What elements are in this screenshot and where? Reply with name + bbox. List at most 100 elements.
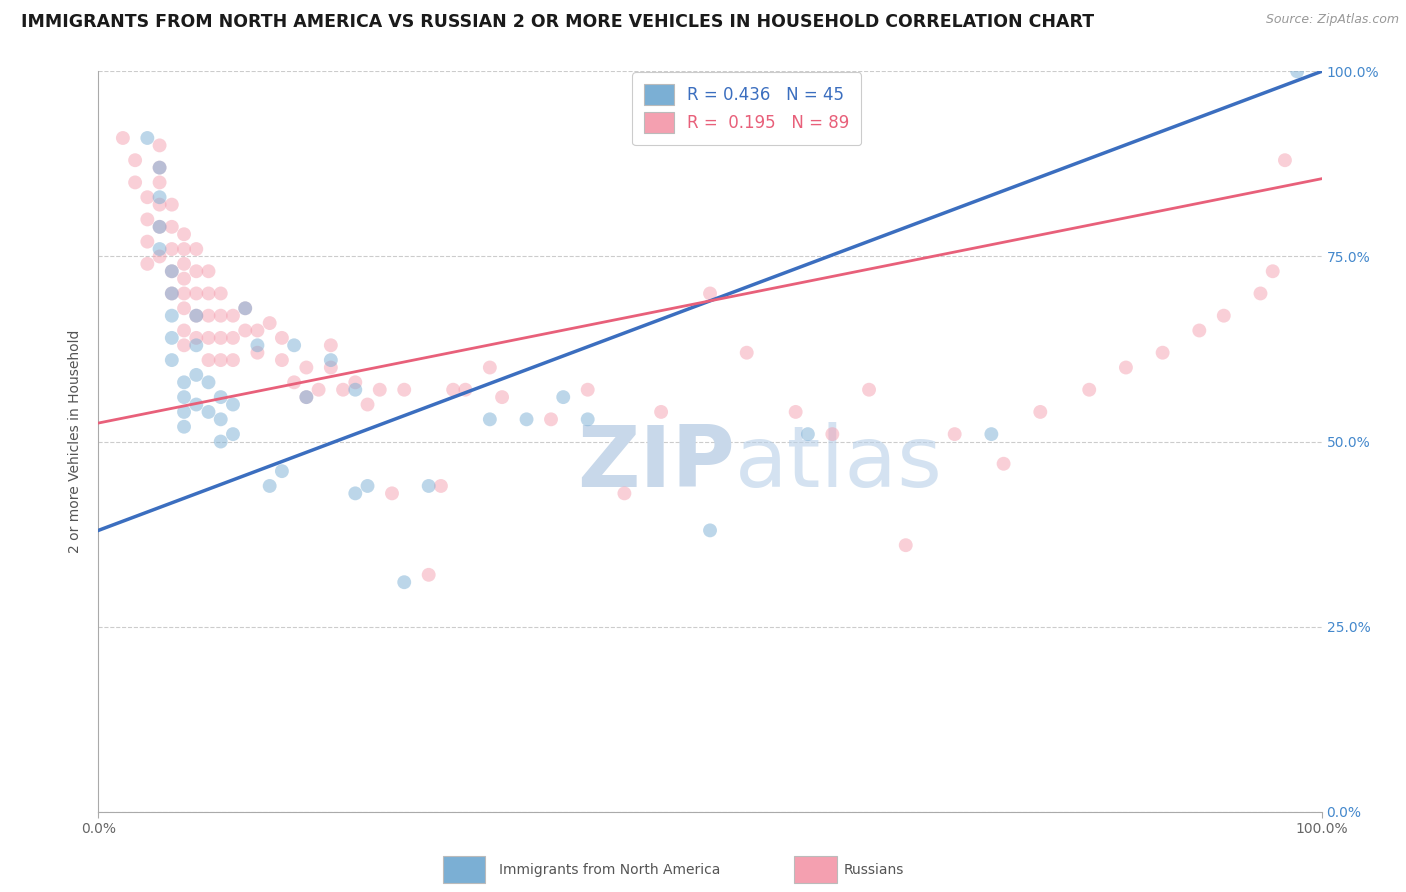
Point <box>186 331 208 345</box>
Point <box>344 376 367 390</box>
Point <box>222 331 245 345</box>
Point <box>222 427 245 442</box>
Point <box>553 390 575 404</box>
Point <box>576 412 599 426</box>
Point <box>209 412 232 426</box>
Point <box>136 257 159 271</box>
Point <box>186 286 208 301</box>
Point <box>308 383 330 397</box>
Point <box>222 397 245 411</box>
Point <box>197 353 219 368</box>
Point <box>197 331 219 345</box>
Point <box>173 286 195 301</box>
Point <box>270 331 294 345</box>
Point <box>735 345 758 359</box>
Point <box>246 345 269 359</box>
Point <box>197 376 219 390</box>
Point <box>295 390 318 404</box>
Point <box>576 383 599 397</box>
Point <box>149 161 172 175</box>
Point <box>1115 360 1137 375</box>
Point <box>797 427 820 442</box>
Point <box>197 264 219 278</box>
Point <box>344 383 367 397</box>
Point <box>259 316 281 330</box>
Point <box>454 383 477 397</box>
Point <box>149 242 172 256</box>
Point <box>186 309 208 323</box>
Point <box>319 360 342 375</box>
Point <box>124 175 146 190</box>
Point <box>785 405 807 419</box>
Point <box>233 301 256 316</box>
Point <box>160 197 183 211</box>
Point <box>209 286 232 301</box>
Y-axis label: 2 or more Vehicles in Household: 2 or more Vehicles in Household <box>69 330 83 553</box>
Point <box>650 405 672 419</box>
Point <box>1078 383 1101 397</box>
Point <box>246 324 269 338</box>
Point <box>160 264 183 278</box>
Point <box>173 324 195 338</box>
Point <box>478 412 501 426</box>
Point <box>368 383 391 397</box>
Point <box>222 353 245 368</box>
Point <box>515 412 537 426</box>
Point <box>160 286 183 301</box>
Point <box>381 486 404 500</box>
Point <box>270 464 294 478</box>
Point <box>173 405 195 419</box>
Point <box>160 242 183 256</box>
Point <box>283 376 305 390</box>
Point <box>149 197 172 211</box>
Point <box>356 479 378 493</box>
Point <box>1274 153 1296 168</box>
Point <box>186 309 208 323</box>
Point <box>209 353 232 368</box>
Point <box>173 390 195 404</box>
Point <box>319 338 342 352</box>
Point <box>993 457 1015 471</box>
Text: IMMIGRANTS FROM NORTH AMERICA VS RUSSIAN 2 OR MORE VEHICLES IN HOUSEHOLD CORRELA: IMMIGRANTS FROM NORTH AMERICA VS RUSSIAN… <box>21 13 1094 31</box>
Point <box>186 338 208 352</box>
Point <box>149 219 172 234</box>
Point <box>173 338 195 352</box>
Text: ZIP: ZIP <box>576 422 734 505</box>
Point <box>197 405 219 419</box>
Point <box>943 427 966 442</box>
Point <box>111 131 134 145</box>
Point <box>186 242 208 256</box>
Point <box>233 301 256 316</box>
Point <box>295 360 318 375</box>
Point <box>418 567 440 582</box>
Point <box>430 479 453 493</box>
Point <box>356 397 378 411</box>
Point <box>441 383 464 397</box>
Point <box>136 212 159 227</box>
Point <box>173 301 195 316</box>
Point <box>246 338 269 352</box>
Point <box>209 390 232 404</box>
Point <box>233 324 256 338</box>
Point <box>980 427 1002 442</box>
Point <box>136 190 159 204</box>
Point <box>699 524 721 538</box>
Point <box>613 486 636 500</box>
Point <box>332 383 354 397</box>
Point <box>173 419 195 434</box>
Point <box>173 242 195 256</box>
Point <box>858 383 880 397</box>
Point <box>1286 64 1309 78</box>
Text: atlas: atlas <box>734 422 942 505</box>
Point <box>160 331 183 345</box>
Point <box>295 390 318 404</box>
Point <box>1152 345 1174 359</box>
Point <box>209 309 232 323</box>
Point <box>1188 324 1211 338</box>
Point <box>197 286 219 301</box>
Point <box>821 427 844 442</box>
Point <box>149 250 172 264</box>
Point <box>173 227 195 242</box>
Point <box>186 264 208 278</box>
Point <box>283 338 305 352</box>
